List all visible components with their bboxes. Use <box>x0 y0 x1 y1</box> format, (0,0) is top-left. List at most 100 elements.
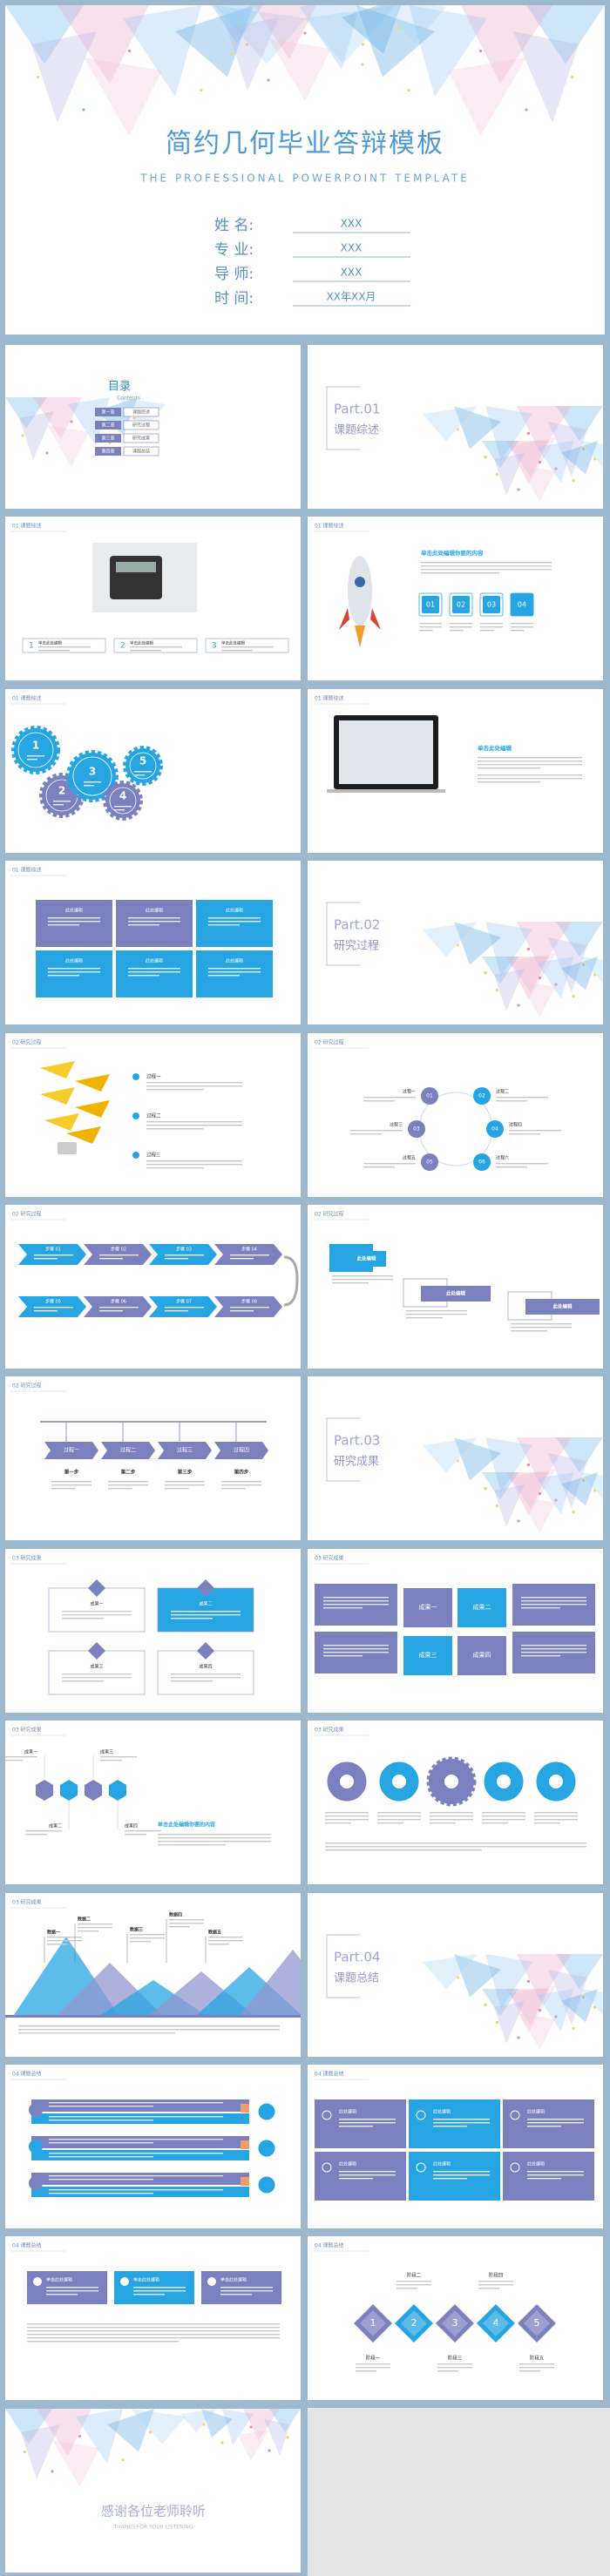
heading: 单击此处编辑 <box>478 744 512 752</box>
text-placeholder <box>84 784 94 787</box>
triangle <box>518 465 555 502</box>
text-placeholder <box>377 1822 403 1824</box>
text-placeholder <box>230 1310 254 1312</box>
text-placeholder <box>158 1841 271 1842</box>
circle <box>109 787 137 815</box>
text-placeholder <box>339 2174 396 2176</box>
chevron <box>44 1442 98 1460</box>
number: 04 <box>518 601 526 609</box>
dot <box>526 1464 531 1467</box>
dot <box>526 948 531 951</box>
label: 此处编辑 <box>146 958 163 964</box>
triangle <box>58 5 149 84</box>
label: 此处编辑 <box>339 2161 356 2167</box>
text-placeholder <box>130 1940 151 1942</box>
text-placeholder <box>171 1610 241 1613</box>
triangle <box>580 957 603 984</box>
label: 课题综述 <box>132 409 150 416</box>
text-placeholder <box>62 1610 132 1613</box>
triangle <box>494 1484 525 1528</box>
text-placeholder <box>323 1599 389 1602</box>
dot <box>495 2020 499 2024</box>
text-placeholder <box>18 2032 175 2033</box>
triangle <box>268 38 331 101</box>
text-placeholder <box>208 1939 243 1941</box>
dot <box>484 1487 487 1491</box>
text-placeholder <box>511 630 525 632</box>
triangle <box>454 922 501 965</box>
triangle <box>47 425 89 467</box>
label: 阶段三 <box>448 2355 463 2362</box>
label: 阶段四 <box>489 2272 504 2279</box>
text-placeholder <box>521 1596 586 1599</box>
slide: 04 课题总结 <box>5 2065 301 2228</box>
text-placeholder <box>534 1819 578 1821</box>
label: 单击此处编辑 <box>221 640 245 646</box>
text-placeholder <box>38 650 70 652</box>
text-placeholder <box>49 2193 153 2194</box>
text-placeholder <box>430 1815 473 1817</box>
label: 步骤 05 <box>45 1299 61 1305</box>
dot <box>525 108 528 112</box>
field-label: 姓 名: <box>214 217 254 234</box>
part-number: Part.02 <box>334 917 380 933</box>
text-placeholder <box>125 1830 161 1832</box>
label: 过程一 <box>146 1072 161 1079</box>
number: 3 <box>89 765 96 777</box>
text-placeholder <box>482 1822 508 1824</box>
empty-area <box>308 2408 610 2576</box>
field-value: XX年XX月 <box>327 291 376 303</box>
text-placeholder <box>208 917 261 919</box>
shape <box>339 608 349 631</box>
dot <box>286 2436 289 2439</box>
text-placeholder <box>221 646 274 648</box>
label: 数据三 <box>130 1926 143 1932</box>
dot <box>220 2441 224 2444</box>
box <box>116 950 193 998</box>
number: 2 <box>120 642 125 651</box>
dot <box>526 1979 531 1983</box>
label: 此处编辑 <box>356 1255 376 1262</box>
text-placeholder <box>220 2294 252 2295</box>
text-placeholder <box>534 1822 560 1824</box>
dot <box>581 1479 586 1483</box>
text-placeholder <box>133 2294 165 2295</box>
triangle <box>300 5 361 70</box>
icon <box>33 2277 42 2287</box>
connector <box>283 1255 299 1307</box>
box <box>95 408 121 416</box>
triangle <box>518 1497 555 1534</box>
dot <box>230 52 234 56</box>
text-placeholder <box>49 2179 153 2180</box>
box <box>95 421 121 429</box>
text-placeholder <box>478 777 582 780</box>
triangle <box>509 1469 556 1517</box>
label: 过程四 <box>234 1447 249 1454</box>
dot <box>456 1975 460 1979</box>
text-placeholder <box>450 623 472 625</box>
text-placeholder <box>323 1647 389 1650</box>
dot <box>495 989 499 992</box>
text-placeholder <box>51 1488 76 1490</box>
triangle <box>537 1988 573 2032</box>
slide: Part.04 课题总结 <box>308 1892 603 2057</box>
triangle <box>482 441 518 469</box>
text-placeholder <box>128 917 180 919</box>
dot <box>397 26 401 30</box>
dot <box>570 75 574 79</box>
number: 1 <box>370 2317 376 2329</box>
part-number: Part.01 <box>334 402 380 417</box>
box <box>315 2152 406 2201</box>
triangle <box>517 406 572 453</box>
label: 成果二 <box>473 1603 491 1611</box>
text-placeholder <box>363 1166 395 1167</box>
text-placeholder <box>430 1812 473 1814</box>
circle <box>473 1153 491 1171</box>
text-placeholder <box>169 1918 204 1920</box>
text-placeholder <box>421 572 499 574</box>
